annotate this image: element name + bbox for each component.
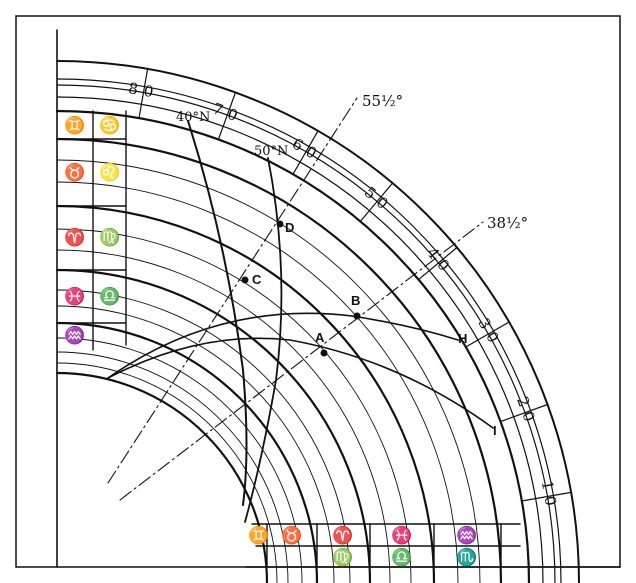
- ring-center-circle: [55, 371, 269, 583]
- point-label-a: A: [315, 330, 325, 345]
- scale-label-60: 60: [289, 134, 325, 165]
- point-d-dot: [276, 220, 284, 228]
- sign-libra-left: ♎: [99, 286, 120, 307]
- outer-arc-1: [56, 60, 580, 583]
- scale-label-80: 80: [127, 79, 161, 102]
- sign-aquarius-left: ♒: [64, 325, 85, 346]
- thin-ring-2: [56, 181, 459, 583]
- latitude-curve-40: [187, 120, 248, 506]
- point-a-dot: [320, 349, 328, 357]
- angle-label-55: 55½°: [362, 92, 403, 110]
- sign-virgo-left: ♍: [99, 227, 120, 248]
- angle-radials: [107, 97, 484, 501]
- scale-tick-40: [418, 246, 458, 281]
- angle-label-38: 38½°: [487, 214, 528, 232]
- sign-aries-bottom: ♈: [332, 525, 353, 546]
- sign-gemini-bottom: ♊: [248, 525, 269, 546]
- point-label-c: C: [252, 272, 262, 287]
- sign-pisces-bottom: ♓: [391, 525, 412, 546]
- sign-gemini-left: ♊: [64, 115, 85, 136]
- sign-scorpio-bottom: ♏: [456, 547, 477, 568]
- altitude-circles: [56, 159, 481, 583]
- radial-line-38: [119, 221, 484, 501]
- thin-ring-3: [56, 228, 412, 583]
- radial-line-55: [107, 97, 358, 484]
- scale-tick-20: [499, 403, 549, 423]
- thin-ring-1: [56, 159, 481, 583]
- horizon-curves: [107, 312, 494, 429]
- ring-outer-tropic: [55, 109, 531, 583]
- scale-tick-10: [521, 491, 572, 502]
- scale-label-40: 40: [423, 244, 457, 279]
- curve-h: [107, 312, 459, 379]
- tropic-rings: [55, 109, 531, 583]
- sign-taurus-left: ♉: [64, 162, 85, 183]
- outer-arc-4: [56, 96, 544, 583]
- thin-ring-9: [56, 362, 278, 583]
- curve-i: [107, 337, 494, 429]
- outer-arc-2: [56, 78, 562, 583]
- sign-aquarius-bottom: ♒: [456, 525, 477, 546]
- point-b-dot: [353, 312, 361, 320]
- thin-ring-6: [56, 305, 335, 583]
- point-label-d: D: [285, 220, 294, 235]
- point-label-i: I: [493, 423, 497, 438]
- scale-tick-80: [138, 68, 149, 119]
- scale-tick-50: [359, 182, 394, 222]
- scale-tick-70: [217, 91, 237, 141]
- thin-ring-4: [56, 249, 391, 583]
- scale-label-10: 10: [538, 479, 561, 513]
- outer-degree-scale: [56, 60, 580, 583]
- scale-label-20: 20: [513, 394, 541, 429]
- left-zodiac-strip: [56, 29, 127, 568]
- ring-equator: [55, 204, 436, 583]
- latitude-label-40: 40°N: [176, 110, 210, 125]
- thin-ring-7: [56, 337, 303, 583]
- latitude-label-50: 50°N: [254, 144, 288, 159]
- thin-ring-8: [56, 351, 289, 583]
- latitude-curve-50: [244, 157, 283, 523]
- sign-taurus-bottom: ♉: [281, 525, 302, 546]
- sign-libra-bottom: ♎: [391, 547, 412, 568]
- sign-aries-left: ♈: [64, 227, 85, 248]
- scale-label-70: 70: [210, 99, 245, 127]
- intersection-points: [241, 220, 361, 357]
- scale-label-30: 30: [474, 315, 505, 351]
- sign-pisces-left: ♓: [64, 286, 85, 307]
- ring-ecliptic-outer: [55, 137, 503, 583]
- scale-ticks: [138, 68, 572, 502]
- point-label-b: B: [351, 293, 360, 308]
- thin-ring-5: [56, 289, 351, 583]
- scale-label-50: 50: [361, 183, 396, 217]
- point-c-dot: [241, 276, 249, 284]
- outer-arc-3: [56, 84, 556, 583]
- sign-cancer-left: ♋: [99, 115, 120, 136]
- scale-tick-30: [465, 321, 510, 348]
- bottom-zodiac-strip: [245, 523, 621, 568]
- sign-virgo-bottom: ♍: [332, 547, 353, 568]
- sign-leo-left: ♌: [99, 162, 120, 183]
- scale-tick-60: [292, 130, 319, 175]
- point-label-h: H: [458, 331, 467, 346]
- scale-labels: 10 20 30 40 50 60 70 80: [127, 79, 561, 513]
